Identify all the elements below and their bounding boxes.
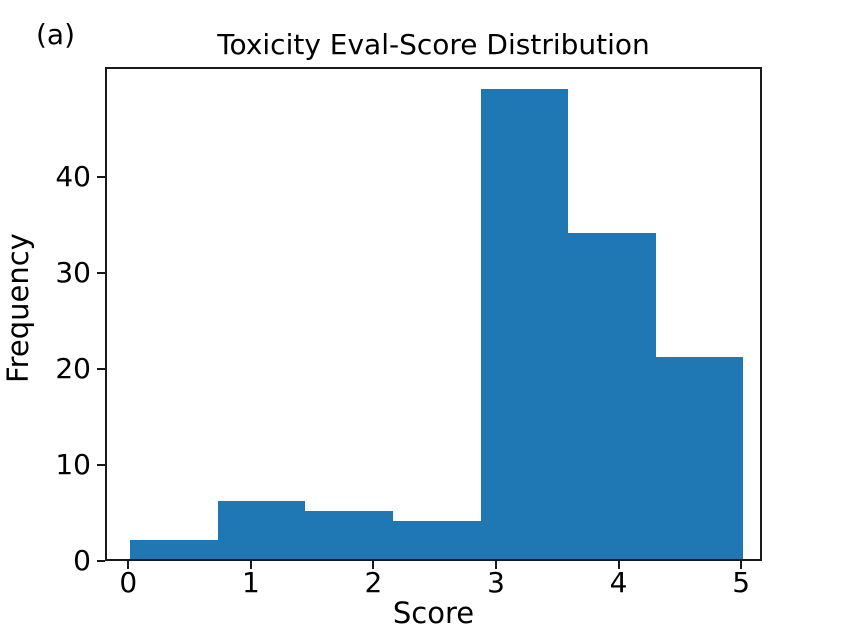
x-tick-label: 2 [364, 566, 383, 599]
x-tick-mark [249, 561, 252, 569]
x-tick-label: 0 [119, 566, 138, 599]
histogram-bar [655, 357, 744, 559]
y-tick-mark [97, 368, 105, 370]
y-tick-mark [97, 464, 105, 466]
panel-label: (a) [36, 18, 76, 51]
x-tick-mark [127, 561, 130, 569]
x-tick-label: 5 [732, 566, 751, 599]
plot-area [105, 67, 762, 561]
y-tick-mark [97, 560, 105, 562]
histogram-bar [568, 232, 656, 559]
x-tick-label: 3 [487, 566, 505, 599]
x-tick-mark [617, 561, 620, 569]
x-tick-mark [372, 561, 375, 569]
y-tick-label: 40 [55, 159, 91, 193]
histogram-bar [130, 539, 218, 559]
x-tick-mark [495, 561, 497, 569]
x-tick-mark [740, 561, 743, 569]
chart-title: Toxicity Eval-Score Distribution [217, 28, 650, 61]
y-tick-label: 30 [55, 256, 91, 289]
y-tick-label: 20 [55, 352, 91, 385]
x-tick-label: 4 [609, 566, 628, 599]
histogram-bar [480, 88, 569, 559]
y-tick-mark [97, 272, 105, 274]
y-tick-label: 0 [73, 544, 91, 577]
y-tick-label: 10 [55, 448, 91, 481]
y-tick-mark [97, 175, 105, 178]
histogram-bar [217, 501, 306, 559]
histogram-bar [305, 511, 393, 559]
x-axis-label: Score [392, 596, 475, 630]
x-tick-label: 1 [241, 566, 260, 599]
histogram-bar [393, 520, 481, 559]
